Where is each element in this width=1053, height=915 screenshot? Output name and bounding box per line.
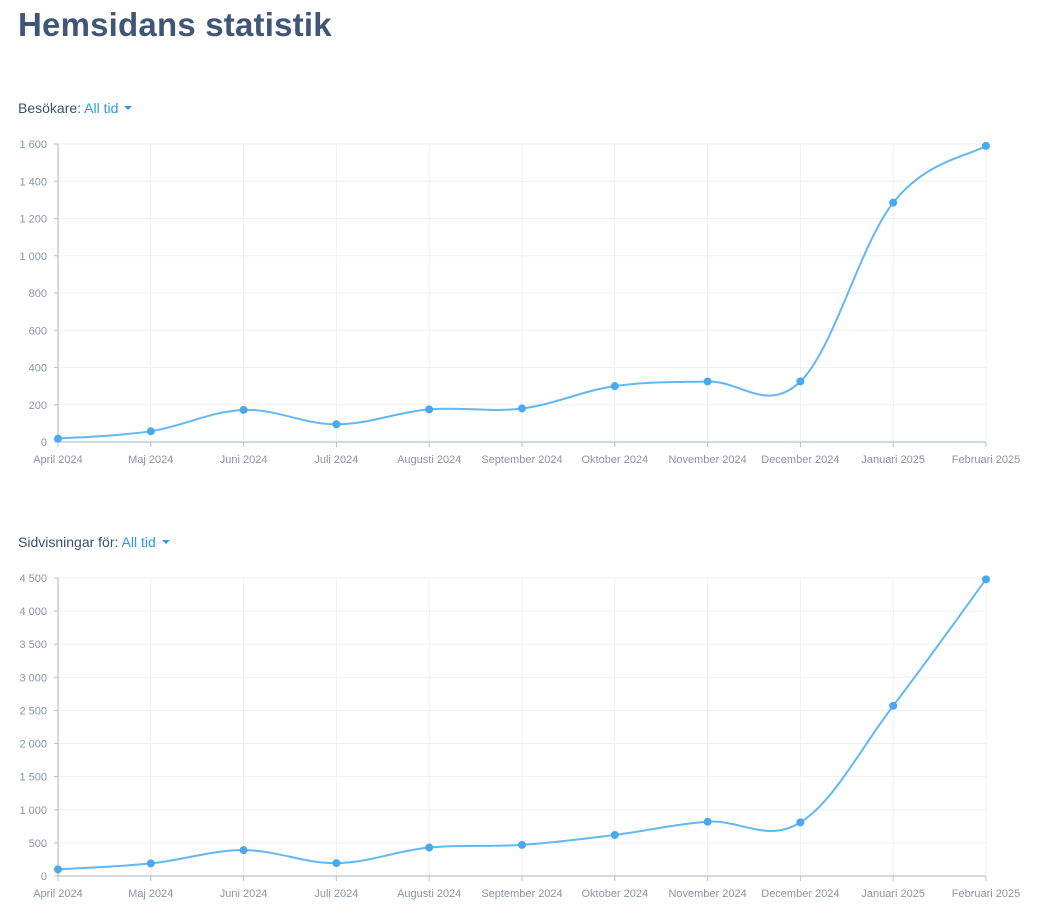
x-tick-label: Augusti 2024 <box>397 888 461 900</box>
data-point <box>239 405 248 414</box>
data-point <box>518 840 526 849</box>
y-tick-label: 3 500 <box>19 639 47 651</box>
data-point <box>54 434 62 443</box>
y-tick-label: 0 <box>41 437 47 449</box>
page-title: Hemsidans statistik <box>18 6 332 43</box>
x-tick-label: Januari 2025 <box>861 888 925 900</box>
data-point <box>332 859 341 868</box>
x-tick-label: Juli 2024 <box>314 454 358 466</box>
x-tick-label: Maj 2024 <box>128 888 173 900</box>
data-point <box>425 843 434 852</box>
x-tick-label: Februari 2025 <box>952 888 1021 900</box>
x-tick-label: November 2024 <box>668 454 746 466</box>
y-tick-label: 400 <box>29 363 47 375</box>
y-tick-label: 600 <box>29 325 47 337</box>
series-line <box>57 578 987 871</box>
caret-down-icon <box>161 540 170 545</box>
x-tick-label: Oktober 2024 <box>581 888 648 900</box>
data-point <box>889 701 898 710</box>
data-point <box>332 420 341 429</box>
x-tick-label: April 2024 <box>33 454 83 466</box>
x-tick-label: Juli 2024 <box>314 888 358 900</box>
visitors-chart-header: Besökare: All tid <box>18 100 133 116</box>
y-tick-label: 1 200 <box>19 214 47 226</box>
data-point <box>518 404 526 413</box>
x-tick-label: November 2024 <box>668 888 746 900</box>
data-point <box>610 382 619 391</box>
x-tick-label: April 2024 <box>33 888 83 900</box>
data-point <box>796 818 805 827</box>
series-line <box>57 145 987 440</box>
data-point <box>796 377 805 386</box>
x-tick-label: Februari 2025 <box>952 454 1021 466</box>
data-point <box>610 830 619 839</box>
x-tick-label: Januari 2025 <box>861 454 925 466</box>
y-tick-label: 4 500 <box>19 573 47 585</box>
visitors-label: Besökare: <box>18 100 82 116</box>
caret-down-icon <box>124 106 133 111</box>
y-tick-label: 1 000 <box>19 251 47 263</box>
data-point <box>982 575 990 584</box>
y-tick-label: 500 <box>29 838 47 850</box>
y-tick-label: 200 <box>29 400 47 412</box>
data-point <box>239 846 248 855</box>
x-tick-label: December 2024 <box>761 888 839 900</box>
visitors-range-dropdown[interactable]: All tid <box>84 100 133 116</box>
y-tick-label: 1 400 <box>19 176 47 188</box>
pageviews-range-dropdown[interactable]: All tid <box>122 534 170 550</box>
y-tick-label: 2 500 <box>19 705 47 717</box>
data-point <box>889 198 898 207</box>
y-tick-label: 3 000 <box>19 672 47 684</box>
y-tick-label: 2 000 <box>19 739 47 751</box>
x-tick-label: December 2024 <box>761 454 839 466</box>
data-point <box>54 865 62 874</box>
pageviews-line-chart: 0 500 1 000 1 500 2 000 2 500 3 000 3 500 4 000 4… <box>19 573 1021 900</box>
pageviews-range-value: All tid <box>121 534 156 550</box>
x-tick-label: Oktober 2024 <box>581 454 648 466</box>
x-tick-label: September 2024 <box>481 888 562 900</box>
x-tick-label: September 2024 <box>481 454 562 466</box>
data-point <box>703 817 712 826</box>
data-point <box>703 377 712 386</box>
y-tick-label: 1 600 <box>19 139 47 151</box>
x-tick-label: Juni 2024 <box>220 454 268 466</box>
y-tick-label: 800 <box>29 288 47 300</box>
x-tick-label: Maj 2024 <box>128 454 173 466</box>
data-point <box>425 405 434 414</box>
x-tick-label: Juni 2024 <box>220 888 268 900</box>
data-point <box>146 427 155 436</box>
y-tick-label: 4 000 <box>19 606 47 618</box>
pageviews-label: Sidvisningar för: <box>18 534 119 550</box>
data-point <box>146 859 155 868</box>
pageviews-chart-header: Sidvisningar för: All tid <box>18 534 170 550</box>
visitors-line-chart: 0 200 400 600 800 1 000 1 200 1 400 1 600 April 2… <box>19 139 1021 466</box>
y-tick-label: 0 <box>41 871 47 883</box>
y-tick-label: 1 500 <box>19 772 47 784</box>
data-point <box>982 141 990 150</box>
visitors-range-value: All tid <box>84 100 119 116</box>
y-tick-label: 1 000 <box>19 805 47 817</box>
x-tick-label: Augusti 2024 <box>397 454 461 466</box>
